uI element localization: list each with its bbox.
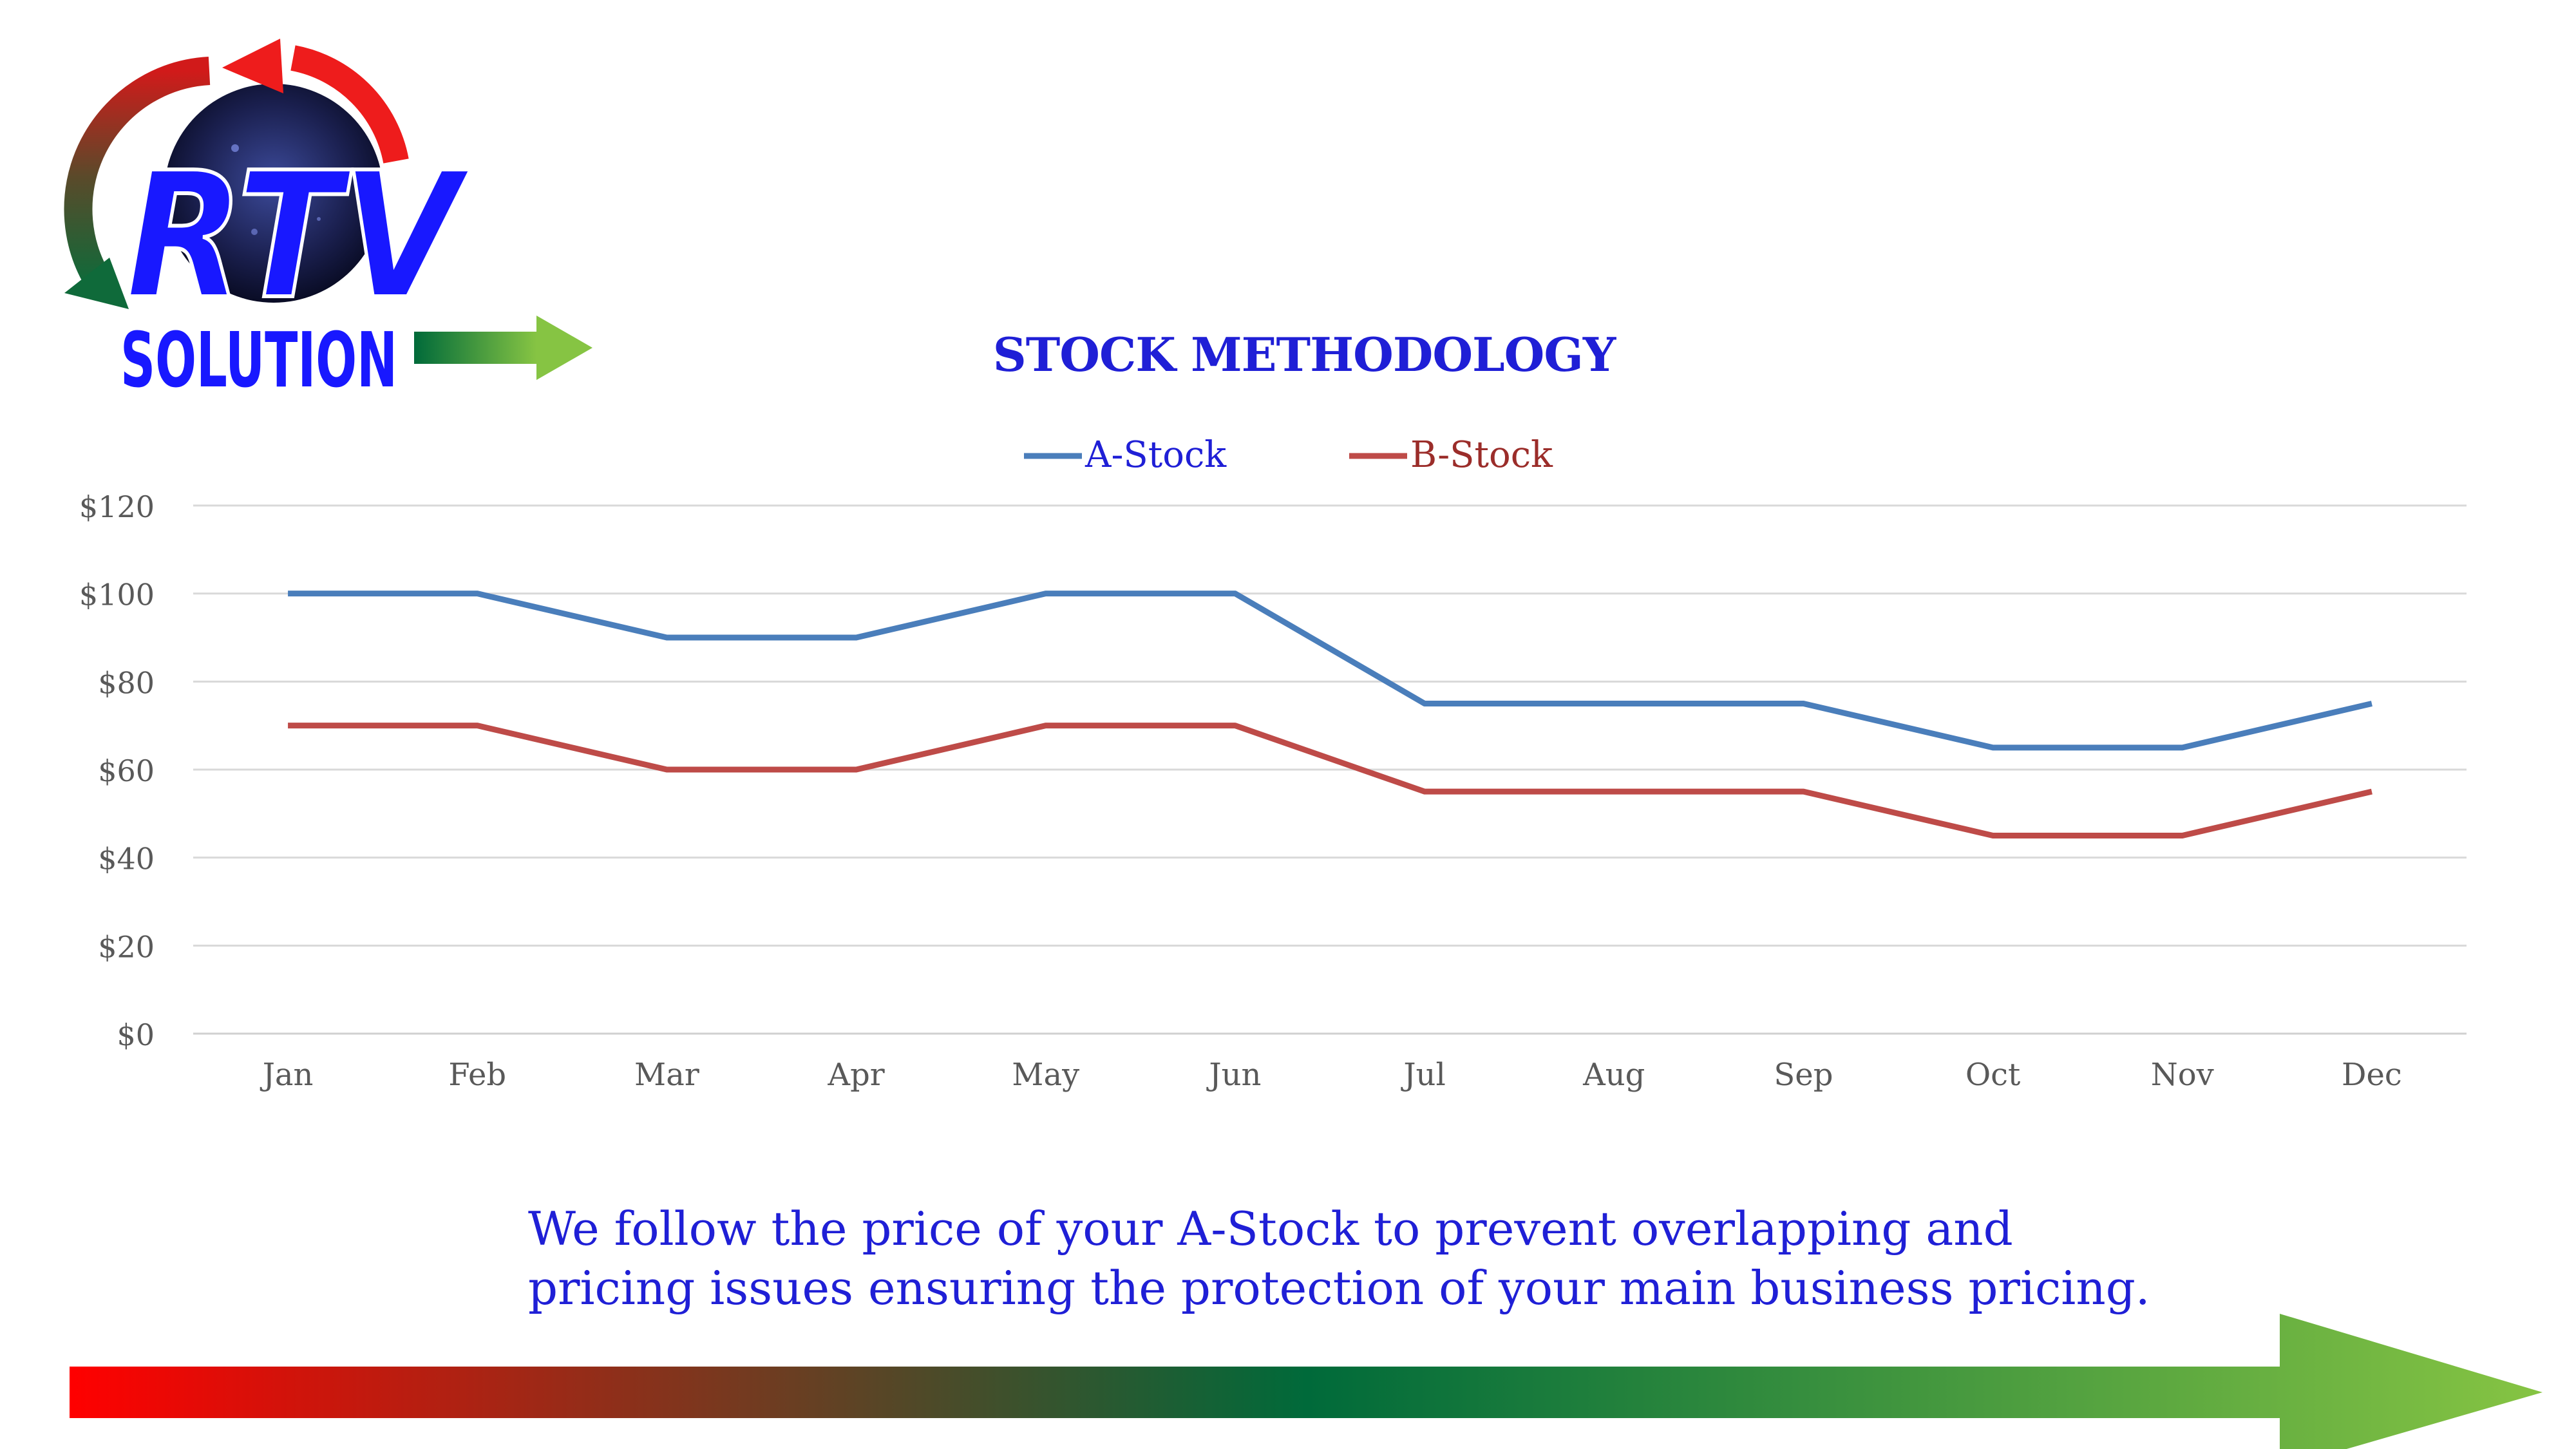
x-tick-label: Dec	[2342, 1057, 2402, 1093]
x-tick-label: Jun	[1206, 1057, 1261, 1093]
x-tick-label: May	[1012, 1057, 1079, 1093]
x-tick-label: Feb	[448, 1057, 506, 1093]
x-axis-ticks: Jan Feb Mar Apr May Jun Jul Aug Sep Oct Nov Dec	[260, 1057, 2402, 1093]
x-tick-label: Apr	[827, 1057, 884, 1093]
chart-title: STOCK METHODOLOGY	[992, 327, 1616, 382]
svg-text:SOLUTION: SOLUTION	[120, 316, 397, 399]
x-tick-label: Jan	[260, 1057, 314, 1093]
caption-line-2: pricing issues ensuring the protection o…	[528, 1261, 2150, 1315]
series-line	[288, 591, 2372, 751]
x-tick-label: Nov	[2151, 1057, 2214, 1093]
y-tick-label: $20	[98, 929, 155, 964]
y-tick-label: $40	[98, 842, 155, 876]
chart-legend: A-Stock B-Stock	[1024, 434, 1553, 476]
x-tick-label: Sep	[1774, 1057, 1833, 1093]
y-tick-label: $100	[79, 578, 155, 612]
series-line	[288, 723, 2372, 838]
footer-arrow-icon	[70, 1314, 2543, 1449]
x-tick-label: Mar	[634, 1057, 699, 1093]
legend-label: A-Stock	[1084, 434, 1227, 476]
x-tick-label: Jul	[1400, 1057, 1446, 1093]
rtv-solution-logo: RTV SOLUTION	[64, 39, 592, 399]
caption-text: We follow the price of your A-Stock to p…	[528, 1199, 2202, 1318]
y-tick-label: $0	[117, 1018, 155, 1052]
svg-text:RTV: RTV	[126, 135, 471, 337]
y-tick-label: $80	[98, 665, 155, 700]
caption-line-1: We follow the price of your A-Stock to p…	[528, 1202, 2013, 1256]
small-arrow-icon	[414, 332, 536, 364]
y-tick-label: $120	[79, 489, 155, 524]
legend-label: B-Stock	[1410, 434, 1553, 476]
line-chart: $0 $20 $40 $60 $80 $100 $120 Jan Feb Mar Apr May Ju…	[79, 434, 2467, 1093]
globe-icon	[164, 84, 383, 303]
x-tick-label: Aug	[1582, 1057, 1645, 1093]
y-tick-label: $60	[98, 753, 155, 788]
x-tick-label: Oct	[1965, 1057, 2021, 1093]
series-lines	[288, 591, 2372, 838]
grid-lines	[193, 504, 2467, 1035]
y-axis-ticks: $0 $20 $40 $60 $80 $100 $120	[79, 489, 155, 1052]
